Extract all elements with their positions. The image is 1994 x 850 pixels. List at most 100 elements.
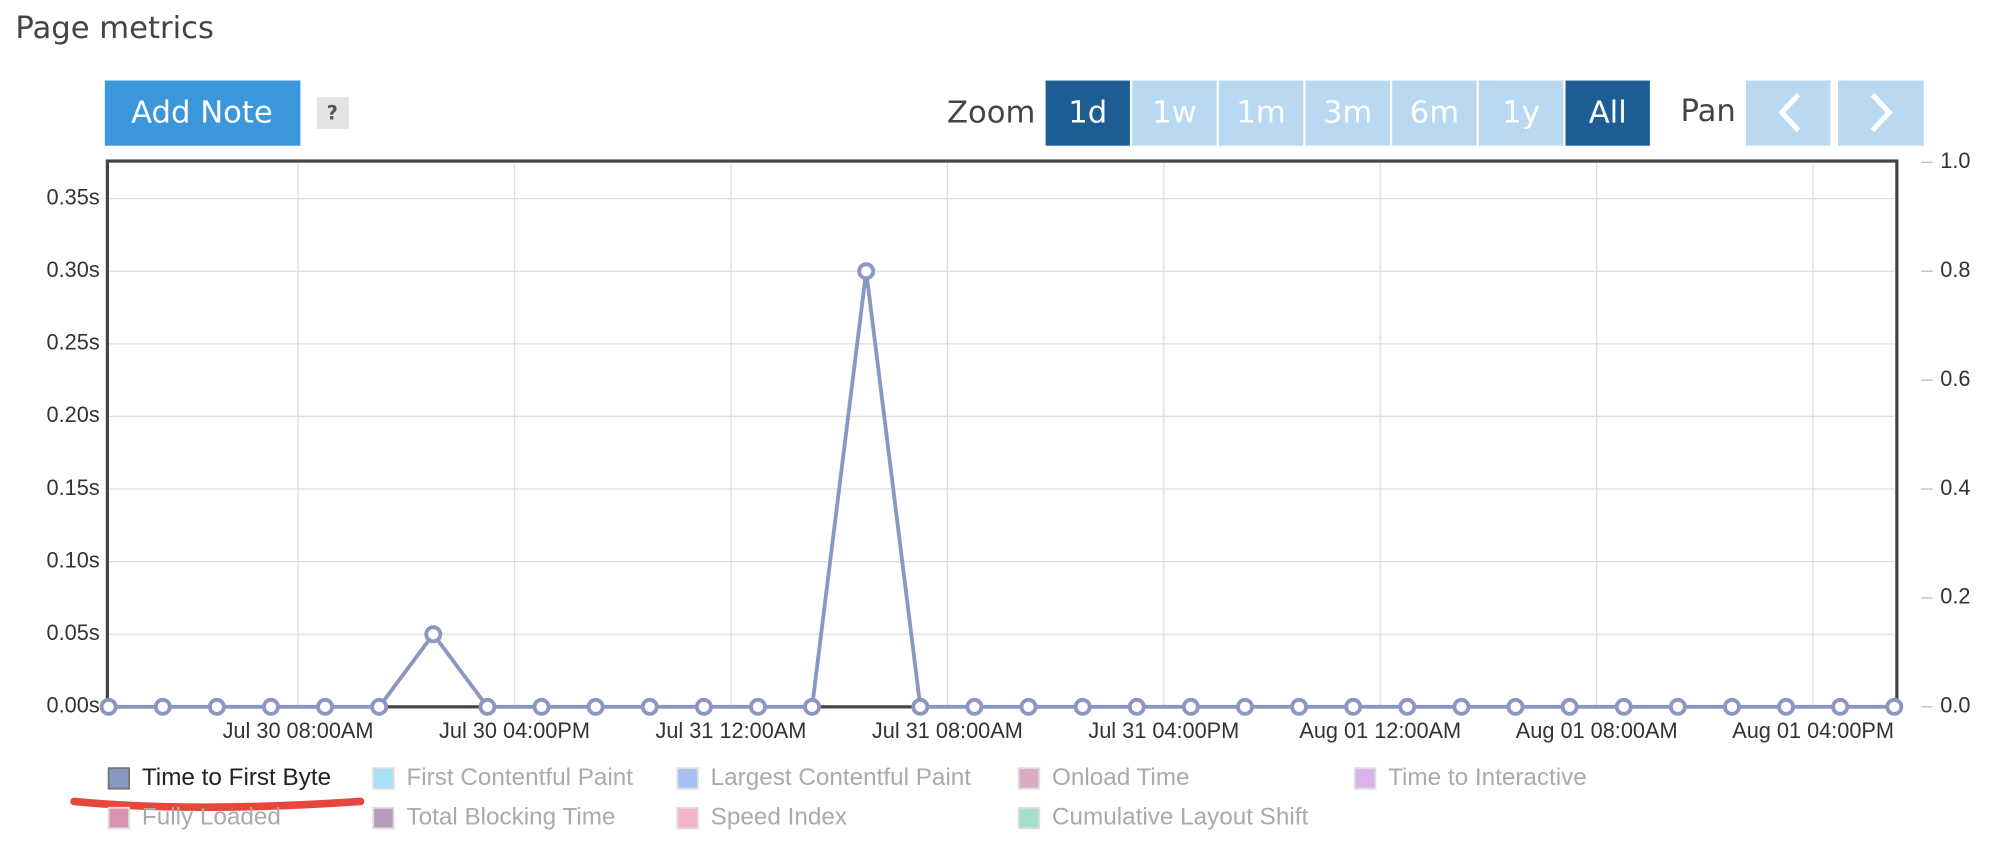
data-point — [803, 697, 822, 716]
legend-label[interactable]: Fully Loaded — [142, 803, 281, 830]
y-tick-label: 0.15s — [47, 475, 100, 500]
legend-label[interactable]: First Contentful Paint — [406, 764, 633, 791]
pan-left-icon[interactable] — [1778, 92, 1801, 133]
data-point — [1885, 697, 1904, 716]
x-tick-label: Jul 31 08:00AM — [872, 718, 1023, 743]
data-point — [1236, 697, 1254, 716]
data-point — [1290, 697, 1309, 716]
zoom-button-label[interactable]: 1d — [1068, 95, 1107, 130]
legend-label[interactable]: Speed Index — [711, 803, 847, 830]
legend-label[interactable]: Cumulative Layout Shift — [1052, 803, 1309, 830]
y2-tick-label: 1.0 — [1940, 148, 1970, 173]
series-line — [108, 270, 1895, 709]
x-tick-label: Jul 31 12:00AM — [655, 718, 806, 743]
legend-swatch[interactable] — [107, 806, 131, 830]
pan-right-button[interactable] — [1838, 80, 1924, 146]
zoom-button[interactable] — [1392, 80, 1477, 146]
data-point — [1181, 697, 1200, 716]
legend-swatch[interactable] — [372, 806, 395, 830]
data-point — [857, 262, 876, 281]
zoom-button-label[interactable]: 1m — [1236, 95, 1285, 130]
x-tick-label: Jul 30 08:00AM — [223, 718, 374, 743]
data-point — [370, 697, 389, 716]
data-point — [1506, 697, 1525, 716]
data-point — [640, 697, 659, 716]
data-point — [911, 697, 930, 716]
data-point — [1019, 697, 1038, 716]
x-tick-label: Aug 01 12:00AM — [1299, 718, 1461, 743]
legend-label[interactable]: Time to First Byte — [142, 764, 331, 791]
data-point — [424, 625, 443, 644]
y-tick-label: 0.00s — [47, 693, 100, 718]
zoom-button[interactable] — [1132, 80, 1217, 146]
data-point — [532, 697, 551, 716]
y2-tick-label: 0.2 — [1940, 584, 1970, 609]
legend-swatch[interactable] — [676, 767, 699, 790]
legend-swatch[interactable] — [676, 806, 699, 830]
highlight-underline — [70, 797, 365, 811]
y-tick-label: 0.35s — [47, 184, 100, 209]
zoom-button-label[interactable]: 3m — [1323, 95, 1372, 130]
data-point — [1560, 697, 1579, 716]
zoom-button-label[interactable]: All — [1589, 95, 1627, 130]
data-point — [1831, 697, 1850, 716]
zoom-button-label[interactable]: 1w — [1152, 95, 1197, 130]
y-tick-label: 0.30s — [47, 257, 100, 282]
zoom-button-label[interactable]: 6m — [1410, 95, 1459, 130]
data-point — [1614, 697, 1633, 716]
data-point — [1668, 697, 1687, 716]
data-point — [153, 697, 172, 716]
data-point — [316, 697, 335, 716]
legend-swatch[interactable] — [1353, 767, 1377, 790]
add-note-button[interactable] — [104, 80, 301, 146]
legend-swatch[interactable] — [1017, 806, 1041, 830]
data-point — [262, 697, 280, 716]
x-tick-label: Aug 01 04:00PM — [1732, 718, 1894, 743]
y-tick-label: 0.10s — [47, 547, 100, 572]
help-label[interactable]: ? — [327, 101, 338, 124]
zoom-button[interactable] — [1565, 80, 1650, 146]
plot-frame — [105, 159, 1899, 709]
data-point — [478, 697, 497, 716]
y2-tick-label: 0.6 — [1940, 366, 1970, 391]
data-point — [1344, 697, 1363, 716]
legend-label[interactable]: Total Blocking Time — [406, 803, 615, 830]
data-point — [99, 697, 118, 716]
pan-right-icon[interactable] — [1870, 92, 1893, 133]
data-point — [694, 697, 713, 716]
legend-label[interactable]: Time to Interactive — [1388, 764, 1587, 791]
y2-tick-label: 0.8 — [1940, 257, 1970, 282]
legend-label[interactable]: Onload Time — [1052, 764, 1190, 791]
zoom-button-label[interactable]: 1y — [1502, 95, 1540, 130]
y-tick-label: 0.25s — [47, 330, 100, 355]
data-point — [207, 697, 226, 716]
pan-left-button[interactable] — [1746, 80, 1831, 146]
data-point — [749, 697, 767, 716]
legend-swatch[interactable] — [107, 767, 131, 790]
zoom-button[interactable] — [1218, 80, 1304, 146]
pan-label: Pan — [1680, 94, 1735, 129]
x-tick-label: Jul 31 04:00PM — [1088, 718, 1239, 743]
x-tick-label: Jul 30 04:00PM — [439, 718, 590, 743]
zoom-label: Zoom — [947, 95, 1035, 130]
data-point — [586, 697, 605, 716]
zoom-button[interactable] — [1478, 80, 1564, 146]
y2-tick-label: 0.4 — [1940, 475, 1970, 500]
data-point — [1777, 697, 1796, 716]
legend-swatch[interactable] — [372, 767, 395, 790]
y-tick-label: 0.20s — [47, 402, 100, 427]
page-title: Page metrics — [15, 11, 214, 46]
data-point — [1723, 697, 1741, 716]
help-button[interactable] — [317, 97, 349, 130]
zoom-button[interactable] — [1305, 80, 1390, 146]
x-tick-label: Aug 01 08:00AM — [1516, 718, 1678, 743]
legend-label[interactable]: Largest Contentful Paint — [711, 764, 972, 791]
data-point — [1073, 697, 1092, 716]
data-point — [1452, 697, 1471, 716]
legend-swatch[interactable] — [1017, 767, 1041, 790]
zoom-button[interactable] — [1045, 80, 1130, 146]
y2-tick-label: 0.0 — [1940, 693, 1970, 718]
add-note-label[interactable]: Add Note — [131, 95, 273, 130]
